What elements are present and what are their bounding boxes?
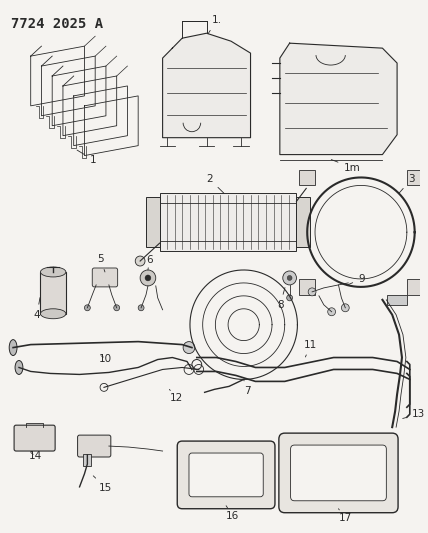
Circle shape xyxy=(84,305,90,311)
Text: 5: 5 xyxy=(97,254,105,272)
FancyBboxPatch shape xyxy=(291,445,386,501)
Ellipse shape xyxy=(41,309,66,319)
Bar xyxy=(297,197,310,247)
Circle shape xyxy=(287,276,292,280)
Text: 8: 8 xyxy=(277,288,285,310)
Text: 3: 3 xyxy=(399,174,414,193)
Text: 1․: 1․ xyxy=(208,15,222,34)
Text: 4: 4 xyxy=(34,297,40,320)
Bar xyxy=(146,197,160,247)
Bar xyxy=(41,272,66,314)
Circle shape xyxy=(114,305,119,311)
Text: 6: 6 xyxy=(146,255,153,270)
Circle shape xyxy=(183,342,195,353)
FancyBboxPatch shape xyxy=(92,268,118,287)
FancyBboxPatch shape xyxy=(77,435,111,457)
Circle shape xyxy=(342,304,349,312)
Circle shape xyxy=(328,308,336,316)
Text: 7: 7 xyxy=(244,379,250,397)
Text: 12: 12 xyxy=(169,389,183,403)
Text: 15: 15 xyxy=(93,476,112,493)
Circle shape xyxy=(140,270,156,286)
Text: 14: 14 xyxy=(29,451,42,461)
Circle shape xyxy=(145,275,151,281)
Bar xyxy=(299,169,315,185)
Circle shape xyxy=(138,305,144,311)
Text: 2: 2 xyxy=(207,174,224,193)
Text: 13: 13 xyxy=(403,409,425,419)
Polygon shape xyxy=(280,43,397,155)
Text: 16: 16 xyxy=(226,506,239,521)
FancyBboxPatch shape xyxy=(279,433,398,513)
Bar xyxy=(83,454,91,466)
Text: 10: 10 xyxy=(99,353,112,364)
Text: 7724 2025 A: 7724 2025 A xyxy=(11,17,103,31)
Circle shape xyxy=(283,271,297,285)
Bar xyxy=(299,279,315,295)
Bar xyxy=(407,169,422,185)
Bar xyxy=(160,193,297,251)
Text: 1: 1 xyxy=(77,150,96,165)
Text: 9: 9 xyxy=(348,274,365,285)
Ellipse shape xyxy=(41,267,66,277)
Text: 1m: 1m xyxy=(331,159,360,173)
Bar xyxy=(387,295,407,305)
Polygon shape xyxy=(163,33,250,138)
Ellipse shape xyxy=(15,360,23,375)
Circle shape xyxy=(308,288,316,296)
FancyBboxPatch shape xyxy=(14,425,55,451)
FancyBboxPatch shape xyxy=(189,453,263,497)
FancyBboxPatch shape xyxy=(177,441,275,508)
Text: 17: 17 xyxy=(339,508,352,523)
Text: 11: 11 xyxy=(304,340,318,357)
Ellipse shape xyxy=(9,340,17,356)
Bar xyxy=(407,279,422,295)
Circle shape xyxy=(135,256,145,266)
Circle shape xyxy=(287,295,293,301)
